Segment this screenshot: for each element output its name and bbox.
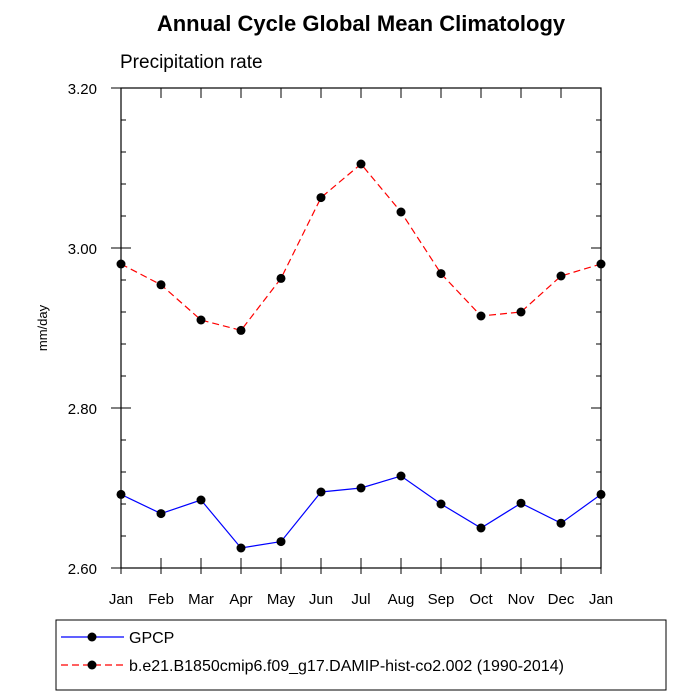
x-tick-label: Jan [109,591,133,608]
series-0-point [476,523,486,533]
axis-ticks [111,87,602,574]
x-tick-label: Apr [229,591,252,608]
legend: GPCP b.e21.B1850cmip6.f09_g17.DAMIP-hist-… [61,630,564,675]
y-tick-label: 2.60 [68,561,97,578]
legend-marker-1 [87,660,97,670]
plot-frame [120,87,602,569]
series-1-point [276,273,286,283]
chart-subtitle: Precipitation rate [120,52,263,73]
x-tick-label: Jul [351,591,370,608]
series-0-point [396,471,406,481]
x-tick-label: Mar [188,591,214,608]
y-tick-labels: 2.60 2.80 3.00 3.20 [68,81,97,578]
series-0-point [436,499,446,509]
series-1-point [316,193,326,203]
series-1-point [156,280,166,290]
y-tick-label: 3.20 [68,81,97,98]
legend-label-0: GPCP [129,630,174,647]
series-layer [116,159,606,553]
x-tick-label: Sep [428,591,455,608]
x-tick-label: Aug [388,591,415,608]
legend-label-1: b.e21.B1850cmip6.f09_g17.DAMIP-hist-co2.… [129,658,564,675]
x-tick-label: Jun [309,591,333,608]
series-0-point [156,509,166,519]
y-tick-label: 3.00 [68,241,97,258]
series-1-point [556,271,566,281]
series-line-1 [120,163,602,332]
series-1-point [476,311,486,321]
series-0-point [196,495,206,505]
x-tick-label: Jan [589,591,613,608]
series-1-point [356,159,366,169]
series-0-point [516,498,526,508]
x-tick-label: Oct [469,591,493,608]
x-tick-label: Nov [508,591,535,608]
series-0-point [316,487,326,497]
legend-marker-0 [87,632,97,642]
legend-box [55,619,667,691]
series-1-point [516,307,526,317]
chart-title: Annual Cycle Global Mean Climatology [157,11,566,36]
series-1-point [396,207,406,217]
series-0-point [236,543,246,553]
x-tick-label: Dec [548,591,575,608]
series-0-point [556,518,566,528]
series-1-point [236,325,246,335]
y-tick-label: 2.80 [68,401,97,418]
series-0-point [356,483,366,493]
series-1-point [436,269,446,279]
x-tick-label: Feb [148,591,174,608]
x-tick-labels: Jan Feb Mar Apr May Jun Jul Aug Sep Oct Nov Dec Jan [109,591,613,608]
x-tick-label: May [267,591,296,608]
series-0-point [276,537,286,547]
y-axis-label: mm/day [35,304,50,351]
series-1-point [196,315,206,325]
